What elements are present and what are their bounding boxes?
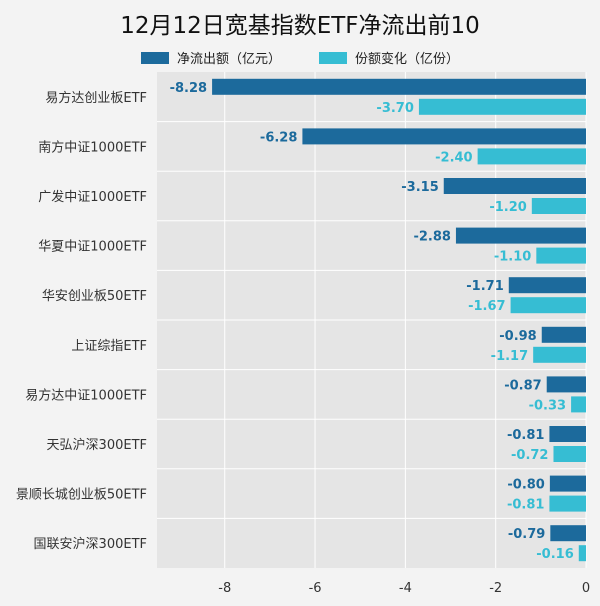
legend-swatch-share-change — [319, 51, 347, 64]
bar-net-outflow — [549, 475, 586, 492]
data-label: -0.80 — [507, 478, 544, 493]
data-label: -0.16 — [536, 547, 573, 562]
legend-swatch-net-outflow — [140, 51, 169, 64]
category-label: 国联安沪深300ETF — [34, 536, 147, 552]
chart-title: 12月12日宽基指数ETF净流出前10 — [120, 13, 480, 39]
category-label: 上证综指ETF — [71, 339, 147, 354]
data-label: -2.40 — [435, 150, 472, 165]
x-tick-label: -6 — [309, 581, 322, 596]
bar-share-change — [418, 98, 586, 115]
bar-share-change — [536, 247, 586, 264]
data-label: -1.17 — [491, 349, 528, 364]
bar-net-outflow — [212, 78, 586, 95]
bar-share-change — [533, 346, 586, 363]
x-tick-label: -8 — [218, 581, 231, 596]
category-label: 华夏中证1000ETF — [38, 240, 147, 255]
bar-net-outflow — [302, 128, 586, 145]
category-label: 华安创业板50ETF — [42, 289, 147, 304]
bar-share-change — [553, 446, 586, 462]
bar-share-change — [578, 545, 586, 562]
bar-share-change — [477, 148, 586, 165]
data-label: -6.28 — [260, 130, 297, 145]
bar-net-outflow — [541, 326, 586, 343]
data-label: -0.33 — [529, 398, 566, 413]
x-tick-label: -4 — [399, 581, 412, 596]
bar-net-outflow — [550, 525, 586, 542]
legend-entry-net-outflow: 净流出额（亿元） — [140, 48, 281, 67]
data-label: -3.70 — [376, 101, 413, 116]
category-label: 南方中证1000ETF — [38, 139, 147, 155]
x-tick-label: -2 — [489, 581, 502, 596]
bar-net-outflow — [546, 376, 586, 393]
legend-label-net-outflow: 净流出额（亿元） — [176, 52, 281, 67]
category-label: 广发中证1000ETF — [38, 189, 147, 205]
data-label: -1.71 — [466, 279, 503, 294]
legend-label-share-change: 份额变化（亿份） — [355, 52, 460, 67]
data-label: -0.72 — [511, 448, 548, 463]
bar-share-change — [549, 495, 586, 512]
data-label: -0.81 — [507, 498, 544, 513]
data-label: -1.67 — [468, 299, 505, 314]
category-label: 易方达中证1000ETF — [25, 387, 147, 403]
category-label: 天弘沪深300ETF — [47, 437, 147, 453]
data-label: -8.28 — [170, 81, 207, 96]
data-label: -0.81 — [507, 428, 544, 443]
bar-share-change — [571, 396, 586, 413]
data-label: -0.87 — [504, 378, 541, 393]
x-tick-label: 0 — [582, 581, 590, 596]
data-label: -1.20 — [489, 200, 526, 215]
bar-net-outflow — [549, 426, 586, 442]
data-label: -2.88 — [413, 230, 450, 245]
category-label: 易方达创业板ETF — [45, 90, 147, 106]
bar-net-outflow — [443, 178, 586, 194]
category-label: 景顺长城创业板50ETF — [16, 488, 147, 503]
data-label: -0.98 — [499, 329, 536, 344]
bar-net-outflow — [455, 227, 586, 244]
legend-entry-share-change: 份额变化（亿份） — [319, 48, 459, 67]
legend: 净流出额（亿元） 份额变化（亿份） — [0, 48, 600, 67]
bar-share-change — [531, 198, 586, 214]
data-label: -1.10 — [494, 250, 531, 265]
data-label: -3.15 — [401, 180, 438, 195]
bar-share-change — [510, 297, 586, 314]
data-label: -0.79 — [508, 527, 545, 542]
bar-net-outflow — [508, 277, 586, 294]
